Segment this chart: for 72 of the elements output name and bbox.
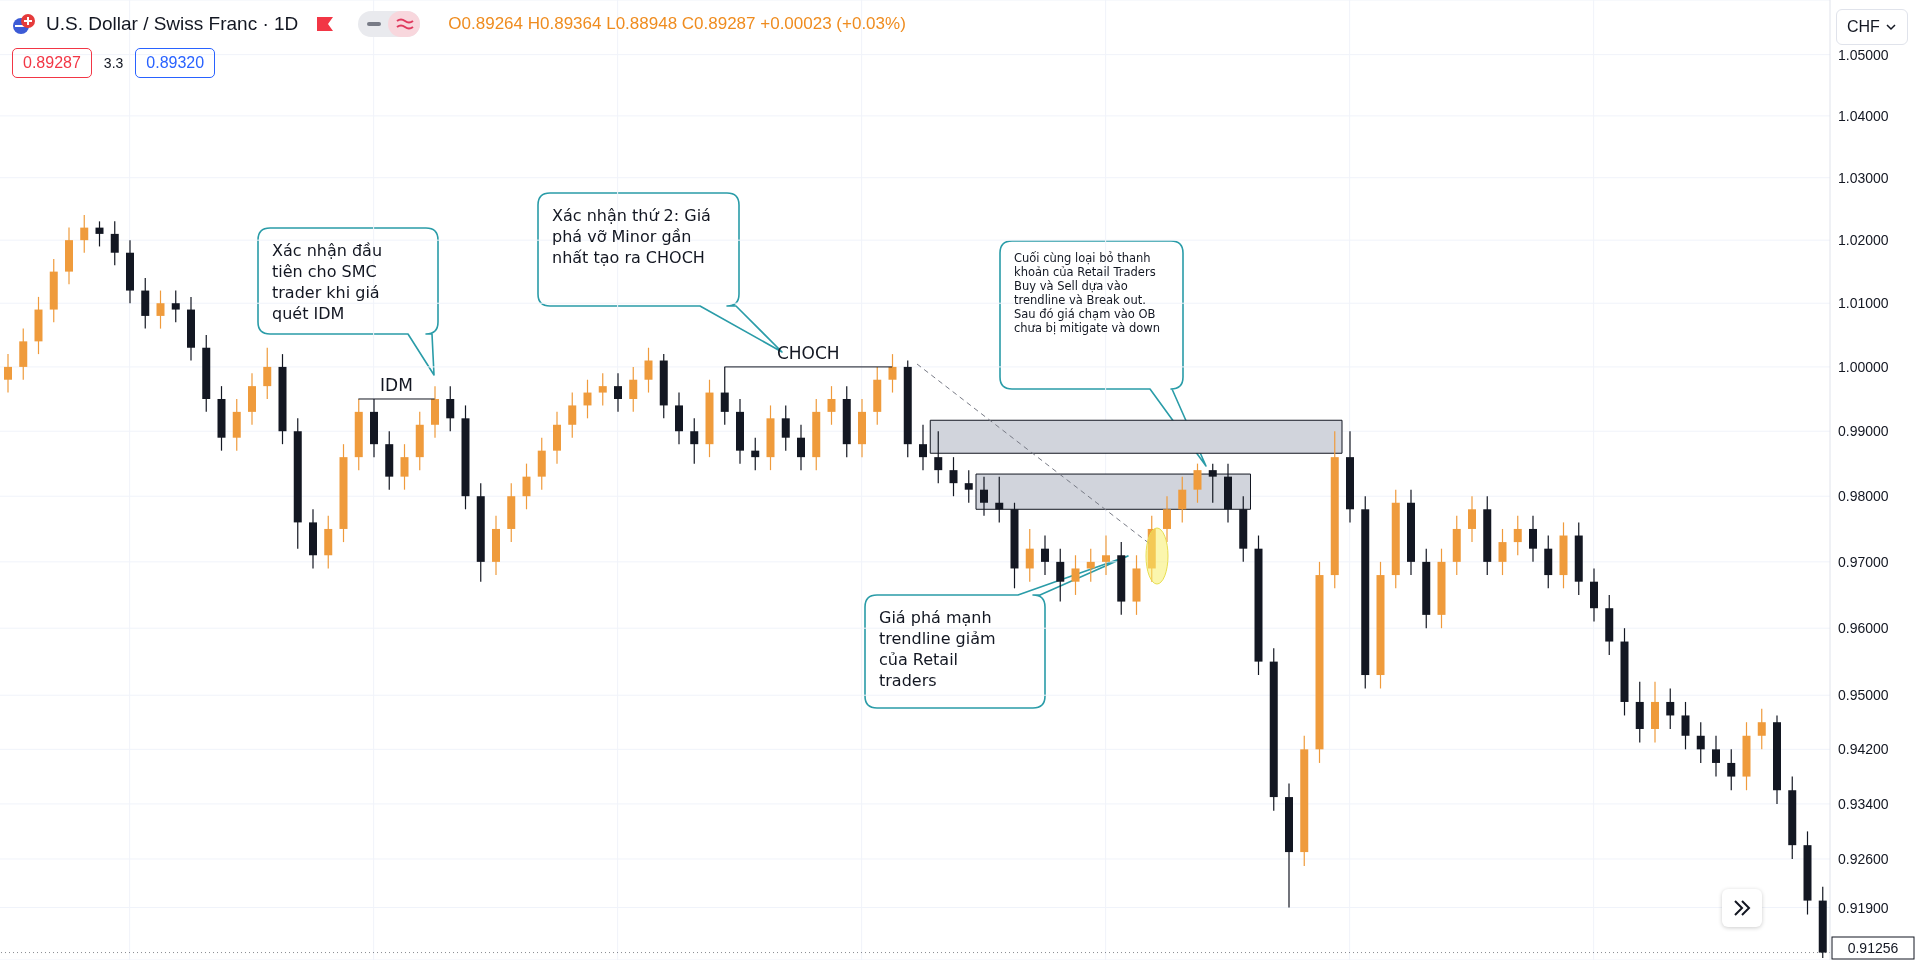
candlestick: [568, 391, 577, 439]
ref-line-label: IDM: [380, 374, 413, 395]
y-tick-label: 1.03000: [1838, 169, 1889, 186]
candlestick: [629, 366, 638, 413]
candlestick: [797, 424, 805, 471]
y-tick-label: 0.95000: [1838, 687, 1889, 704]
candlestick: [1163, 495, 1171, 543]
candlestick: [1712, 735, 1720, 778]
y-tick-label: 0.94200: [1838, 741, 1889, 758]
ref-line-label: 0.91256: [1847, 940, 1899, 956]
annotation: O0.89264 H0.89364 L0.88948 C0.89287 +0.00023 (+0.03%): [448, 14, 906, 34]
candlestick: [1757, 708, 1766, 750]
y-tick-label: 0.91900: [1838, 899, 1889, 916]
candlestick: [171, 289, 180, 323]
y-tick-label: 0.96000: [1838, 620, 1889, 637]
candlestick: [1727, 748, 1736, 791]
candlestick: [1513, 515, 1522, 556]
annotation: Xác nhận đầu tiên cho SMC trader khi giá quét IDM: [272, 240, 384, 324]
candlestick: [1498, 528, 1507, 576]
annotation: Giá phá mạnh trendline giảm của Retail traders: [879, 607, 997, 691]
candlestick: [888, 353, 897, 394]
candlestick: [644, 347, 653, 394]
candlestick: [964, 469, 973, 504]
candlestick: [614, 372, 622, 413]
y-tick-label: 1.02000: [1838, 232, 1889, 249]
y-tick-label: 1.05000: [1838, 46, 1889, 63]
text: CHF: [1847, 18, 1880, 36]
candlestick: [400, 443, 409, 491]
candlestick: [263, 347, 272, 400]
candlestick: [1041, 534, 1049, 576]
ref-line-label: CHOCH: [776, 342, 840, 363]
text: U.S. Dollar / Swiss Franc · 1D: [46, 13, 299, 35]
candlestick: [827, 385, 836, 426]
candlestick: [156, 289, 165, 330]
candlestick: [583, 379, 592, 419]
candlestick: [781, 404, 790, 452]
candlestick: [110, 220, 119, 266]
candlestick: [1086, 548, 1095, 583]
candlestick: [446, 385, 455, 432]
candlestick: [949, 456, 958, 497]
candlestick: [690, 417, 699, 465]
annotation: Cuối cùng loại bỏ thanh khoản của Retail Traders Buy và Sell dựa vào trendline và Break out. Sau đó giá chạm vào OB chưa bị mitigate và down: [1014, 251, 1161, 335]
candlestick: [1071, 554, 1080, 596]
y-tick-label: 1.00000: [1838, 358, 1889, 375]
candlestick: [95, 220, 104, 248]
candlestick: [80, 214, 89, 254]
annotation: 3.3: [103, 55, 124, 71]
candlestick: [919, 424, 927, 471]
candlestick: [1681, 701, 1690, 750]
candlestick: [1529, 515, 1537, 563]
annotation: 0.89320: [135, 48, 216, 78]
candlestick: [1102, 534, 1110, 576]
annotation: 0.89287: [12, 48, 92, 78]
candlestick: [522, 463, 531, 510]
y-tick-label: 0.93400: [1838, 795, 1889, 812]
y-tick-label: 0.99000: [1838, 423, 1889, 440]
candlestick: [598, 372, 607, 407]
y-tick-label: 1.01000: [1838, 295, 1889, 312]
candlestick: [1468, 495, 1476, 543]
candlestick: [1696, 721, 1705, 764]
candlestick: [751, 437, 760, 471]
candlestick: [1056, 548, 1065, 603]
y-tick-label: 0.97000: [1838, 553, 1889, 570]
candlestick: [1025, 528, 1034, 583]
annotation: Xác nhận thứ 2: Giá phá vỡ Minor gần nhất tạo ra CHOCH: [552, 205, 712, 268]
candlestick: [1178, 476, 1187, 523]
candlestick: [4, 353, 12, 394]
y-tick-label: 0.92600: [1838, 850, 1889, 867]
y-tick-label: 1.04000: [1838, 107, 1889, 124]
candlestick: [1193, 463, 1202, 504]
candlestick: [1666, 687, 1675, 730]
y-tick-label: 0.98000: [1838, 488, 1889, 505]
